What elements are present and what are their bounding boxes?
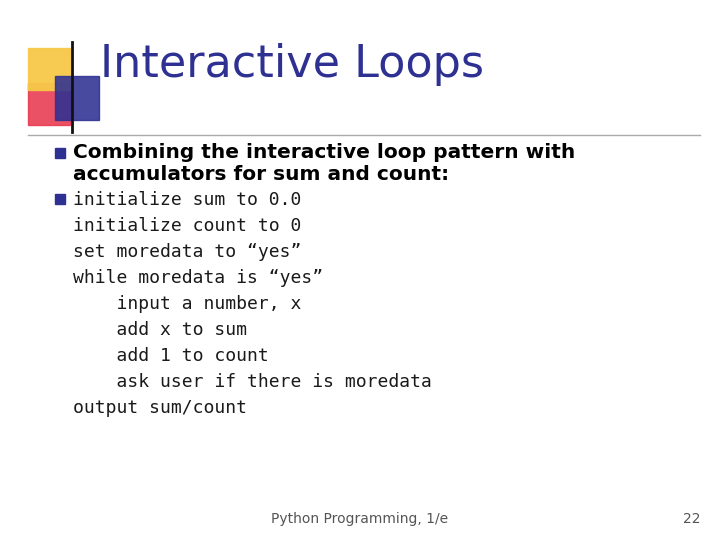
Text: Python Programming, 1/e: Python Programming, 1/e — [271, 512, 449, 526]
Text: input a number, x: input a number, x — [73, 295, 302, 313]
Text: add 1 to count: add 1 to count — [73, 347, 269, 365]
Bar — [28, 83, 70, 125]
Text: set moredata to “yes”: set moredata to “yes” — [73, 243, 302, 261]
Text: 22: 22 — [683, 512, 700, 526]
Text: Combining the interactive loop pattern with: Combining the interactive loop pattern w… — [73, 144, 575, 163]
Text: Interactive Loops: Interactive Loops — [100, 44, 484, 86]
Bar — [28, 48, 70, 90]
Text: add x to sum: add x to sum — [73, 321, 247, 339]
Text: initialize count to 0: initialize count to 0 — [73, 217, 302, 235]
Text: accumulators for sum and count:: accumulators for sum and count: — [73, 165, 449, 185]
Bar — [55, 194, 65, 204]
Text: output sum/count: output sum/count — [73, 399, 247, 417]
Text: while moredata is “yes”: while moredata is “yes” — [73, 269, 323, 287]
Bar — [55, 148, 65, 158]
Bar — [55, 76, 99, 120]
Text: ask user if there is moredata: ask user if there is moredata — [73, 373, 432, 391]
Text: initialize sum to 0.0: initialize sum to 0.0 — [73, 191, 302, 209]
